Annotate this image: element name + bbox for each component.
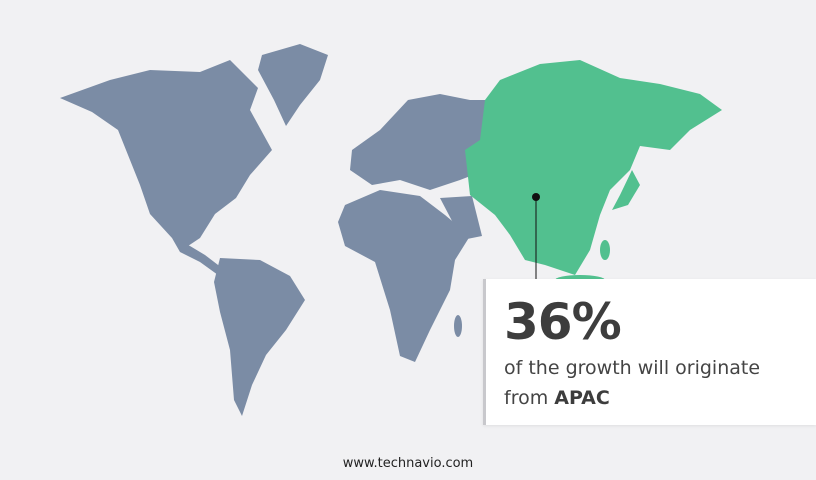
callout-description: of the growth will originate from APAC bbox=[504, 353, 760, 413]
callout-dot bbox=[532, 193, 540, 201]
callout-text: of the growth will originate bbox=[504, 357, 761, 379]
callout-box: 36% of the growth will originate from AP… bbox=[483, 279, 816, 425]
footer-url: www.technavio.com bbox=[342, 456, 474, 471]
callout-text2: from bbox=[504, 387, 555, 409]
philippines bbox=[600, 240, 610, 260]
central-america bbox=[172, 238, 222, 275]
madagascar bbox=[454, 315, 462, 337]
apac-region bbox=[465, 60, 722, 285]
greenland bbox=[258, 44, 328, 126]
europe bbox=[350, 94, 488, 190]
middle-east bbox=[440, 196, 482, 240]
callout-region: APAC bbox=[554, 387, 610, 409]
asia bbox=[465, 60, 722, 275]
south-america bbox=[214, 258, 305, 416]
north-america bbox=[60, 60, 272, 248]
africa bbox=[338, 190, 470, 362]
japan bbox=[612, 170, 640, 210]
growth-percent: 36% bbox=[504, 293, 622, 351]
